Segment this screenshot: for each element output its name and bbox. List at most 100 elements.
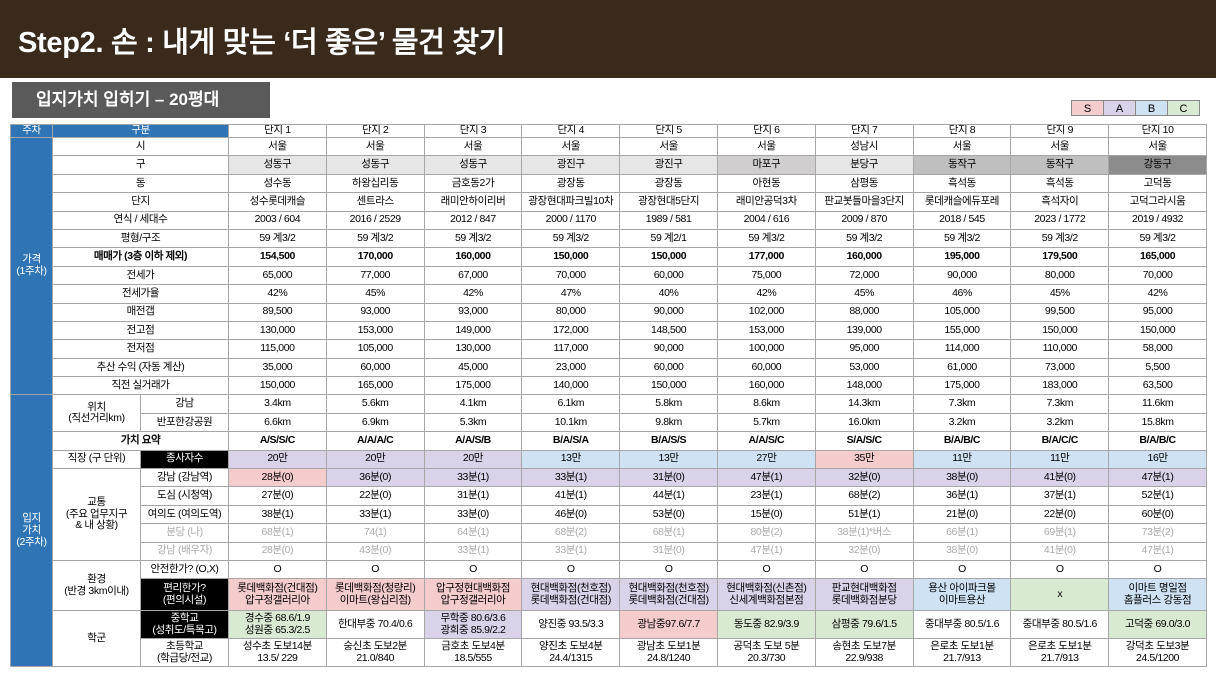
row-label: 도심 (시청역)	[140, 486, 229, 506]
cell: 68분(1)	[228, 523, 327, 543]
cell: 59 계3/2	[912, 228, 1012, 249]
cell: 11만	[912, 449, 1012, 470]
cell: 148,000	[814, 376, 914, 396]
cell: 32분(0)	[814, 541, 914, 561]
cell: 래미안하이리버	[423, 192, 523, 212]
cell: 강동구	[1108, 155, 1207, 175]
table-row: 초등학교 (학급당/전교) 성수초 도보14분 13.5/ 229 숭신초 도보2분…	[11, 638, 1207, 668]
cell: 130,000	[228, 320, 327, 341]
row-label: 시	[52, 136, 229, 157]
cell: 5.3km	[423, 412, 523, 433]
cell: 2012 / 847	[423, 210, 523, 230]
cell: 59 계2/1	[619, 228, 718, 249]
cell: 은로초 도보1분 21.7/913	[912, 638, 1012, 668]
cell: 2000 / 1170	[521, 210, 621, 230]
row-label: 평형/구조	[52, 228, 229, 249]
group-label: 환경 (반경 3km이내)	[52, 559, 141, 612]
row-label: 직전 실거래가	[52, 376, 229, 396]
cell: 38분(0)	[912, 541, 1012, 561]
row-label: 안전한가? (O,X)	[140, 559, 229, 580]
row-label: 단지	[52, 192, 229, 212]
cell: B/A/S/A	[521, 431, 621, 451]
cell: 동도중 82.9/3.9	[716, 610, 816, 640]
table-row: 매매가 (3층 이하 제외) 154,500 170,000 160,000 150,0…	[11, 247, 1207, 267]
cell: x	[1010, 578, 1110, 612]
cell: 130,000	[423, 339, 523, 359]
cell: 28분(0)	[228, 468, 327, 488]
cell: 21분(0)	[912, 504, 1012, 525]
cell: 서울	[619, 136, 718, 157]
cell: 6.1km	[521, 394, 621, 414]
cell: 2004 / 616	[716, 210, 816, 230]
cell: 60,000	[716, 357, 816, 378]
cell: 165,000	[1108, 247, 1207, 267]
cell: 33분(1)	[423, 468, 523, 488]
cell: 2009 / 870	[814, 210, 914, 230]
cell: 금호동2가	[423, 173, 523, 194]
cell: 서울	[325, 136, 425, 157]
cell: 59 계3/2	[521, 228, 621, 249]
row-label: 전세가율	[52, 284, 229, 304]
cell: 31분(0)	[619, 468, 718, 488]
table-row: 가격 (1주차) 시 서울 서울 서울 서울 서울 서울 성남시 서울 서울 서울	[10, 136, 1207, 396]
cell: A/S/S/C	[228, 431, 327, 451]
table-row: 도심 (시청역) 27분(0) 22분(0) 31분(1) 41분(1) 44분(1) 23…	[11, 486, 1207, 506]
cell: 110,000	[1010, 339, 1110, 359]
cell: 성수초 도보14분 13.5/ 229	[228, 638, 327, 668]
row-label: 강남 (배우자)	[140, 541, 229, 561]
cell: 광장동	[619, 173, 718, 194]
cell: 183,000	[1010, 376, 1110, 396]
cell: 73,000	[1010, 357, 1110, 378]
cell: 150,000	[619, 376, 718, 396]
cell: 롯데백화점(청량리) 이마트(왕십리점)	[325, 578, 425, 612]
cell: 139,000	[814, 320, 914, 341]
cell: 분당구	[814, 155, 914, 175]
cell: 3.2km	[912, 412, 1012, 433]
column-header: 단지 4	[521, 124, 621, 138]
table-row: 추산 수익 (자동 계산) 35,000 60,000 45,000 23,000 60,…	[11, 357, 1207, 378]
cell: 성동구	[228, 155, 327, 175]
row-label: 종사자수	[140, 449, 229, 470]
cell: 69분(1)	[1010, 523, 1110, 543]
cell: 숭신초 도보2분 21.0/840	[325, 638, 425, 668]
subtitle: 입지가치 입히기 – 20평대	[12, 82, 270, 118]
cell: 16만	[1108, 449, 1207, 470]
page-title: Step2. 손 : 내게 맞는 ‘더 좋은’ 물건 찾기	[18, 27, 506, 59]
row-label: 강남	[140, 394, 229, 414]
cell: 서울	[1010, 136, 1110, 157]
table-row: 전고점 130,000 153,000 149,000 172,000 148,500 15…	[11, 320, 1207, 341]
cell: 60,000	[619, 265, 718, 286]
cell: 7.3km	[912, 394, 1012, 414]
cell: 93,000	[325, 302, 425, 322]
cell: 70,000	[1108, 265, 1207, 286]
cell: 22분(0)	[325, 486, 425, 506]
cell: 20만	[228, 449, 327, 470]
cell: 롯데백화점(건대점) 압구정갤러리아	[228, 578, 327, 612]
cell: 105,000	[912, 302, 1012, 322]
cell: 흑석동	[1010, 173, 1110, 194]
cell: 45%	[814, 284, 914, 304]
cell: 용산 아이파크몰 이마트용산	[912, 578, 1012, 612]
column-header: 단지 5	[619, 124, 718, 138]
cell: 고덕동	[1108, 173, 1207, 194]
cell: 33분(1)	[521, 468, 621, 488]
cell: 5.8km	[619, 394, 718, 414]
cell: 무학중 80.6/3.6 광희중 85.9/2.2	[423, 610, 523, 640]
cell: 150,000	[228, 376, 327, 396]
cell: 송현초 도보7분 22.9/938	[814, 638, 914, 668]
row-label: 전고점	[52, 320, 229, 341]
row-label: 동	[52, 173, 229, 194]
cell: 강덕초 도보3분 24.5/1200	[1108, 638, 1207, 668]
cell: 42%	[1108, 284, 1207, 304]
cell: 72,000	[814, 265, 914, 286]
cell: 60,000	[619, 357, 718, 378]
cell: 현대백화점(신촌점) 신세계백화점본점	[716, 578, 816, 612]
cell: 31분(1)	[423, 486, 523, 506]
cell: 아현동	[716, 173, 816, 194]
cell: B/A/B/C	[912, 431, 1012, 451]
cell: 61,000	[912, 357, 1012, 378]
cell: 성수롯데캐슬	[228, 192, 327, 212]
column-header: 단지 6	[716, 124, 816, 138]
cell: 153,000	[325, 320, 425, 341]
